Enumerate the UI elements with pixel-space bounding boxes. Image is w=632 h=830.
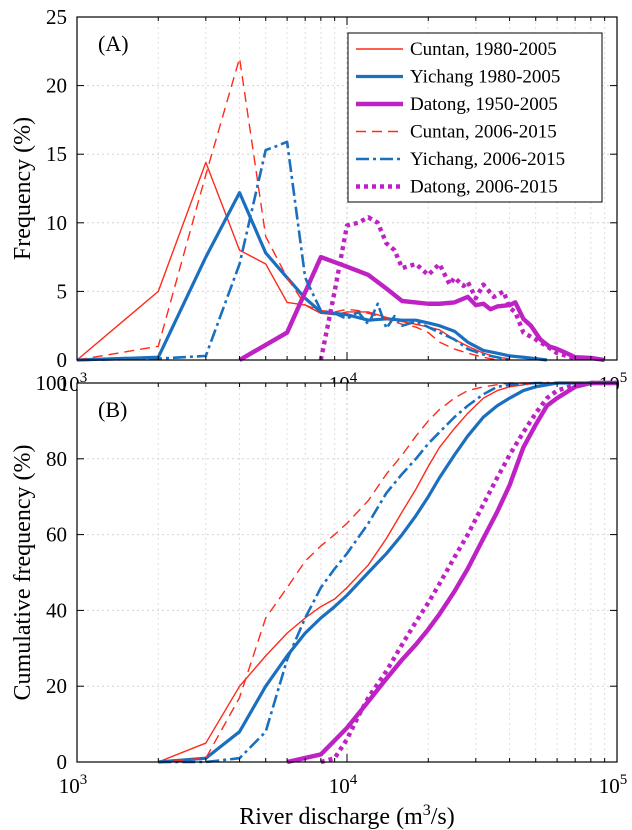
chart-b-series-line-3 bbox=[286, 380, 617, 765]
chart-a-y-tick-label: 10 bbox=[46, 211, 67, 235]
chart-a-panel-label: (A) bbox=[98, 31, 129, 56]
chart-a-legend-label-1: Cuntan, 1980-2005 bbox=[410, 39, 557, 60]
chart-a-series-line-1 bbox=[76, 161, 510, 361]
chart-b-x-tick-label: 105 bbox=[599, 772, 628, 798]
chart-a-legend: Cuntan, 1980-2005 Yichang 1980-2005 Datong… bbox=[347, 32, 603, 203]
chart-a-y-tick-label: 15 bbox=[46, 142, 67, 166]
chart-a-y-tick-label: 5 bbox=[57, 279, 68, 303]
chart-b-y-tick-label: 100 bbox=[36, 371, 68, 395]
chart-a-series-line-3 bbox=[238, 254, 605, 363]
chart-b-y-tick-label: 80 bbox=[46, 447, 67, 471]
chart-a-series-line-2 bbox=[76, 191, 548, 362]
chart-b-series-line-2 bbox=[158, 381, 617, 764]
chart-a-legend-label-3: Datong, 1950-2005 bbox=[410, 94, 558, 115]
chart-b-y-axis-title: Cumulative frequency (%) bbox=[10, 445, 36, 701]
chart-a-y-axis-title: Frequency (%) bbox=[10, 117, 36, 260]
chart-b-series-group bbox=[158, 380, 617, 765]
chart-b-panel-label: (B) bbox=[98, 397, 127, 422]
chart-a-y-tick-label: 20 bbox=[46, 74, 67, 98]
chart-a-legend-label-5: Yichang, 2006-2015 bbox=[410, 149, 565, 170]
chart-a-legend-label-2: Yichang 1980-2005 bbox=[410, 67, 560, 88]
chart-b-y-tick-label: 40 bbox=[46, 598, 67, 622]
chart-a-legend-label-4: Cuntan, 2006-2015 bbox=[410, 122, 557, 143]
chart-a-y-tick-label: 0 bbox=[57, 348, 68, 372]
chart-b-x-tick-label: 104 bbox=[329, 772, 358, 798]
chart-b-ticks bbox=[76, 382, 618, 763]
chart-b-series-line-6 bbox=[320, 380, 617, 765]
chart-b-series-line-4 bbox=[158, 382, 617, 763]
chart-b-y-tick-label: 0 bbox=[57, 750, 68, 774]
chart-a-x-tick-label: 103 bbox=[59, 370, 88, 396]
chart-a-y-tick-label: 25 bbox=[46, 5, 67, 29]
chart-a-series-line-6 bbox=[318, 215, 576, 361]
chart-a-series-line-5 bbox=[76, 140, 510, 362]
panel-a-frequency-chart: 0510152025103104105Frequency (%)(A)Cunta… bbox=[10, 5, 627, 396]
chart-a-ticks bbox=[76, 16, 618, 361]
chart-a-series-line-4 bbox=[76, 57, 498, 361]
chart-b-x-tick-label: 103 bbox=[59, 772, 88, 798]
chart-a-series-group bbox=[76, 57, 605, 363]
chart-b-x-axis-title: River discharge (m3/s) bbox=[239, 802, 455, 830]
chart-b-series-line-1 bbox=[158, 382, 617, 763]
chart-b-y-tick-label: 60 bbox=[46, 523, 67, 547]
chart-a-legend-label-6: Datong, 2006-2015 bbox=[410, 177, 558, 198]
chart-b-y-tick-label: 20 bbox=[46, 674, 67, 698]
chart-a-legend-box bbox=[347, 32, 603, 203]
chart-b-series-line-5 bbox=[158, 381, 617, 764]
